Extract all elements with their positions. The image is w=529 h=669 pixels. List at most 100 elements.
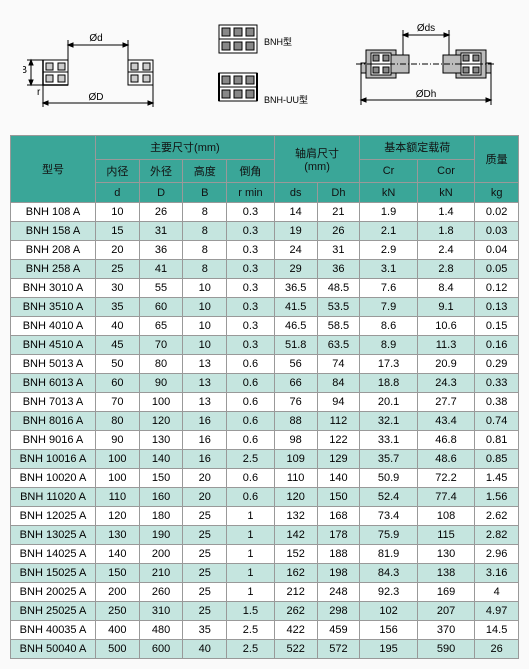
cell-value: 130 xyxy=(417,545,474,564)
cell-value: 77.4 xyxy=(417,488,474,507)
cell-value: 13 xyxy=(183,393,227,412)
cell-value: 20 xyxy=(183,469,227,488)
unit-kN2: kN xyxy=(417,183,474,203)
cell-value: 70 xyxy=(139,336,183,355)
cell-value: 81.9 xyxy=(360,545,417,564)
cell-value: 138 xyxy=(417,564,474,583)
cell-value: 70 xyxy=(96,393,140,412)
cell-model: BNH 14025 A xyxy=(11,545,96,564)
cell-value: 0.85 xyxy=(475,450,519,469)
cell-value: 188 xyxy=(317,545,360,564)
cell-model: BNH 4510 A xyxy=(11,336,96,355)
cell-value: 25 xyxy=(183,526,227,545)
cell-value: 1.45 xyxy=(475,469,519,488)
cell-value: 53.5 xyxy=(317,298,360,317)
cell-value: 156 xyxy=(360,621,417,640)
cell-value: 75.9 xyxy=(360,526,417,545)
cell-value: 7.6 xyxy=(360,279,417,298)
cell-value: 46.5 xyxy=(274,317,317,336)
cell-value: 600 xyxy=(139,640,183,659)
cell-model: BNH 50040 A xyxy=(11,640,96,659)
cell-value: 76 xyxy=(274,393,317,412)
cell-value: 0.3 xyxy=(227,279,275,298)
cell-value: 120 xyxy=(274,488,317,507)
table-row: BNH 11020 A110160200.612015052.477.41.56 xyxy=(11,488,519,507)
table-row: BNH 4510 A4570100.351.863.58.911.30.16 xyxy=(11,336,519,355)
cell-value: 25 xyxy=(183,507,227,526)
cell-value: 0.13 xyxy=(475,298,519,317)
col-inner: 内径 xyxy=(96,159,140,183)
cell-value: 0.74 xyxy=(475,412,519,431)
cell-value: 2.4 xyxy=(417,241,474,260)
cell-model: BNH 25025 A xyxy=(11,602,96,621)
cell-value: 55 xyxy=(139,279,183,298)
cell-value: 422 xyxy=(274,621,317,640)
label-bnh-uu-type: BNH-UU型 xyxy=(264,95,308,105)
cell-model: BNH 108 A xyxy=(11,203,96,222)
label-bnh-type: BNH型 xyxy=(264,37,292,47)
cell-value: 8.9 xyxy=(360,336,417,355)
cell-value: 20.1 xyxy=(360,393,417,412)
cell-value: 1.5 xyxy=(227,602,275,621)
table-row: BNH 5013 A5080130.6567417.320.90.29 xyxy=(11,355,519,374)
diagram-cross-section-1: Ød B r ØD xyxy=(23,15,173,115)
unit-kg: kg xyxy=(475,183,519,203)
cell-value: 11.3 xyxy=(417,336,474,355)
diagram-area: Ød B r ØD BNH型 BNH-UU型 xyxy=(0,0,529,130)
cell-value: 0.3 xyxy=(227,298,275,317)
cell-value: 0.6 xyxy=(227,355,275,374)
cell-value: 46.8 xyxy=(417,431,474,450)
cell-value: 160 xyxy=(139,488,183,507)
cell-value: 150 xyxy=(96,564,140,583)
table-row: BNH 14025 A14020025115218881.91302.96 xyxy=(11,545,519,564)
cell-value: 140 xyxy=(317,469,360,488)
cell-value: 2.5 xyxy=(227,640,275,659)
cell-value: 50.9 xyxy=(360,469,417,488)
table-row: BNH 13025 A13019025114217875.91152.82 xyxy=(11,526,519,545)
cell-value: 0.6 xyxy=(227,488,275,507)
cell-value: 120 xyxy=(96,507,140,526)
unit-Dh: Dh xyxy=(317,183,360,203)
cell-model: BNH 3510 A xyxy=(11,298,96,317)
label-ds: Øds xyxy=(417,23,435,34)
cell-value: 248 xyxy=(317,583,360,602)
cell-value: 16 xyxy=(183,412,227,431)
cell-value: 3.16 xyxy=(475,564,519,583)
diagram-cross-section-2: Øds ØDh xyxy=(346,15,506,115)
table-row: BNH 8016 A80120160.68811232.143.40.74 xyxy=(11,412,519,431)
cell-value: 150 xyxy=(139,469,183,488)
cell-value: 10 xyxy=(183,298,227,317)
unit-ds: ds xyxy=(274,183,317,203)
cell-value: 250 xyxy=(96,602,140,621)
cell-model: BNH 208 A xyxy=(11,241,96,260)
cell-value: 112 xyxy=(317,412,360,431)
cell-value: 41 xyxy=(139,260,183,279)
cell-value: 1.4 xyxy=(417,203,474,222)
cell-value: 19 xyxy=(274,222,317,241)
cell-value: 8 xyxy=(183,222,227,241)
cell-value: 20.9 xyxy=(417,355,474,374)
cell-model: BNH 13025 A xyxy=(11,526,96,545)
cell-value: 310 xyxy=(139,602,183,621)
cell-value: 24.3 xyxy=(417,374,474,393)
cell-value: 0.3 xyxy=(227,222,275,241)
cell-value: 94 xyxy=(317,393,360,412)
cell-value: 0.33 xyxy=(475,374,519,393)
cell-value: 36 xyxy=(317,260,360,279)
table-header: 型号 主要尺寸(mm) 轴肩尺寸 (mm) 基本额定载荷 质量 内径 外径 高度… xyxy=(11,136,519,203)
cell-value: 480 xyxy=(139,621,183,640)
cell-value: 0.03 xyxy=(475,222,519,241)
cell-value: 1.9 xyxy=(360,203,417,222)
cell-value: 48.5 xyxy=(317,279,360,298)
cell-value: 0.6 xyxy=(227,412,275,431)
cell-value: 2.96 xyxy=(475,545,519,564)
col-cr: Cr xyxy=(360,159,417,183)
cell-value: 10 xyxy=(96,203,140,222)
cell-value: 21 xyxy=(317,203,360,222)
cell-value: 10.6 xyxy=(417,317,474,336)
cell-value: 100 xyxy=(96,469,140,488)
cell-value: 2.8 xyxy=(417,260,474,279)
cell-value: 17.3 xyxy=(360,355,417,374)
table-row: BNH 3510 A3560100.341.553.57.99.10.13 xyxy=(11,298,519,317)
cell-value: 572 xyxy=(317,640,360,659)
